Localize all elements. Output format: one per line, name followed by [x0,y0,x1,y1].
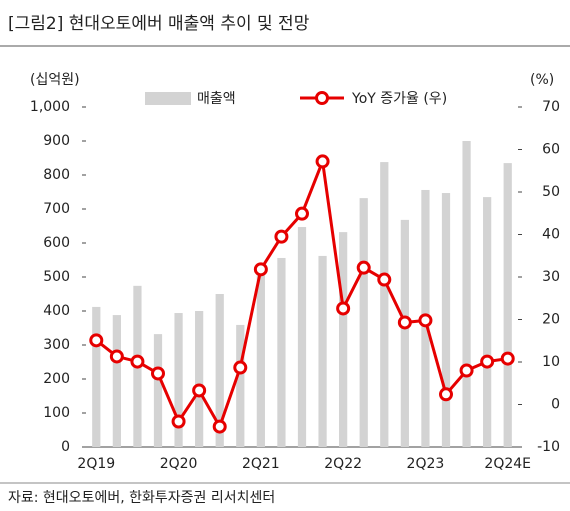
line-marker [500,351,515,366]
y2-tick-label: 50 [542,184,560,200]
y-tick-label: 500 [43,269,70,285]
bar [92,306,101,447]
x-tick-label: 2Q19 [77,456,115,472]
bar [483,197,492,447]
y-tick-label: 800 [43,167,70,183]
bar [195,311,204,447]
y2-axis-label: (%) [530,72,554,88]
y2-tick-label: 40 [542,227,560,243]
line-marker [151,366,165,381]
line-marker [295,206,309,221]
x-tick-label: 2Q22 [324,456,362,472]
line-marker [212,419,227,434]
bar [359,198,368,447]
line-marker [418,313,433,328]
y-tick-label: 0 [61,439,70,455]
line-marker [336,301,351,316]
y2-tick-label: 30 [542,269,560,285]
y2-tick-label: 0 [551,397,560,413]
line-marker [274,229,289,244]
y2-tick-label: 60 [542,142,560,158]
line-marker [171,414,186,429]
bar [441,193,451,447]
legend-swatch [315,91,329,105]
y-tick-label: 700 [43,201,70,217]
bar [277,257,286,447]
bar [462,141,471,447]
bar [380,162,389,447]
line-marker [192,383,207,398]
bar [256,275,265,447]
legend-swatch [145,92,191,105]
line-marker [377,272,392,287]
line-marker [89,333,104,348]
x-tick-label: 2Q20 [160,456,198,472]
y-tick-label: 200 [43,371,70,387]
line-marker [253,262,268,277]
y-tick-label: 600 [43,235,70,251]
x-tick-label: 2Q24E [484,456,531,472]
source: 자료: 현대오토에버, 한화투자증권 리서치센터 [8,490,275,506]
bar [400,219,409,447]
y-tick-label: 400 [43,303,70,319]
bar [318,255,327,447]
legend-label: 매출액 [197,91,236,107]
line-marker [480,354,495,369]
line-marker [233,360,248,375]
chart-title: [그림2] 현대오토에버 매출액 추이 및 전망 [8,14,310,34]
y-tick-label: 300 [43,337,70,353]
y-tick-label: 1,000 [30,99,70,115]
y2-tick-label: 10 [542,354,560,370]
bar [236,324,245,447]
y-tick-label: 100 [43,405,70,421]
x-tick-label: 2Q21 [242,456,280,472]
y-tick-label: 900 [43,133,70,149]
line-marker [439,387,453,402]
bar [339,232,348,447]
bar [297,227,307,447]
line-marker [356,260,371,275]
bar [174,313,183,447]
bar [153,334,163,447]
y-axis-label: (십억원) [30,72,80,88]
bar [112,315,121,447]
line-marker [397,315,412,330]
y2-tick-label: 20 [542,312,560,328]
bar [503,163,512,447]
y2-tick-label: 70 [542,99,560,115]
y2-tick-label: -10 [537,439,560,455]
line-marker [459,363,474,378]
line-marker [130,354,145,369]
line-marker [109,349,124,364]
line-marker [315,154,330,169]
x-tick-label: 2Q23 [407,456,445,472]
legend-label: YoY 증가율 (우) [351,91,447,107]
bar [215,294,224,447]
